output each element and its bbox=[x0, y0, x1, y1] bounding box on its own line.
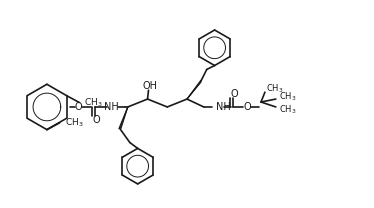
Text: NH: NH bbox=[104, 102, 119, 112]
Text: CH$_3$: CH$_3$ bbox=[84, 96, 103, 109]
Text: O: O bbox=[243, 102, 251, 112]
Text: OH: OH bbox=[143, 81, 158, 91]
Text: NH: NH bbox=[216, 102, 230, 112]
Text: CH$_3$: CH$_3$ bbox=[279, 104, 296, 116]
Text: CH$_3$: CH$_3$ bbox=[65, 116, 83, 129]
Text: O: O bbox=[75, 102, 82, 112]
Text: O: O bbox=[230, 89, 238, 99]
Text: CH$_3$: CH$_3$ bbox=[266, 83, 283, 95]
Text: CH$_3$: CH$_3$ bbox=[279, 91, 296, 103]
Text: O: O bbox=[92, 115, 100, 125]
